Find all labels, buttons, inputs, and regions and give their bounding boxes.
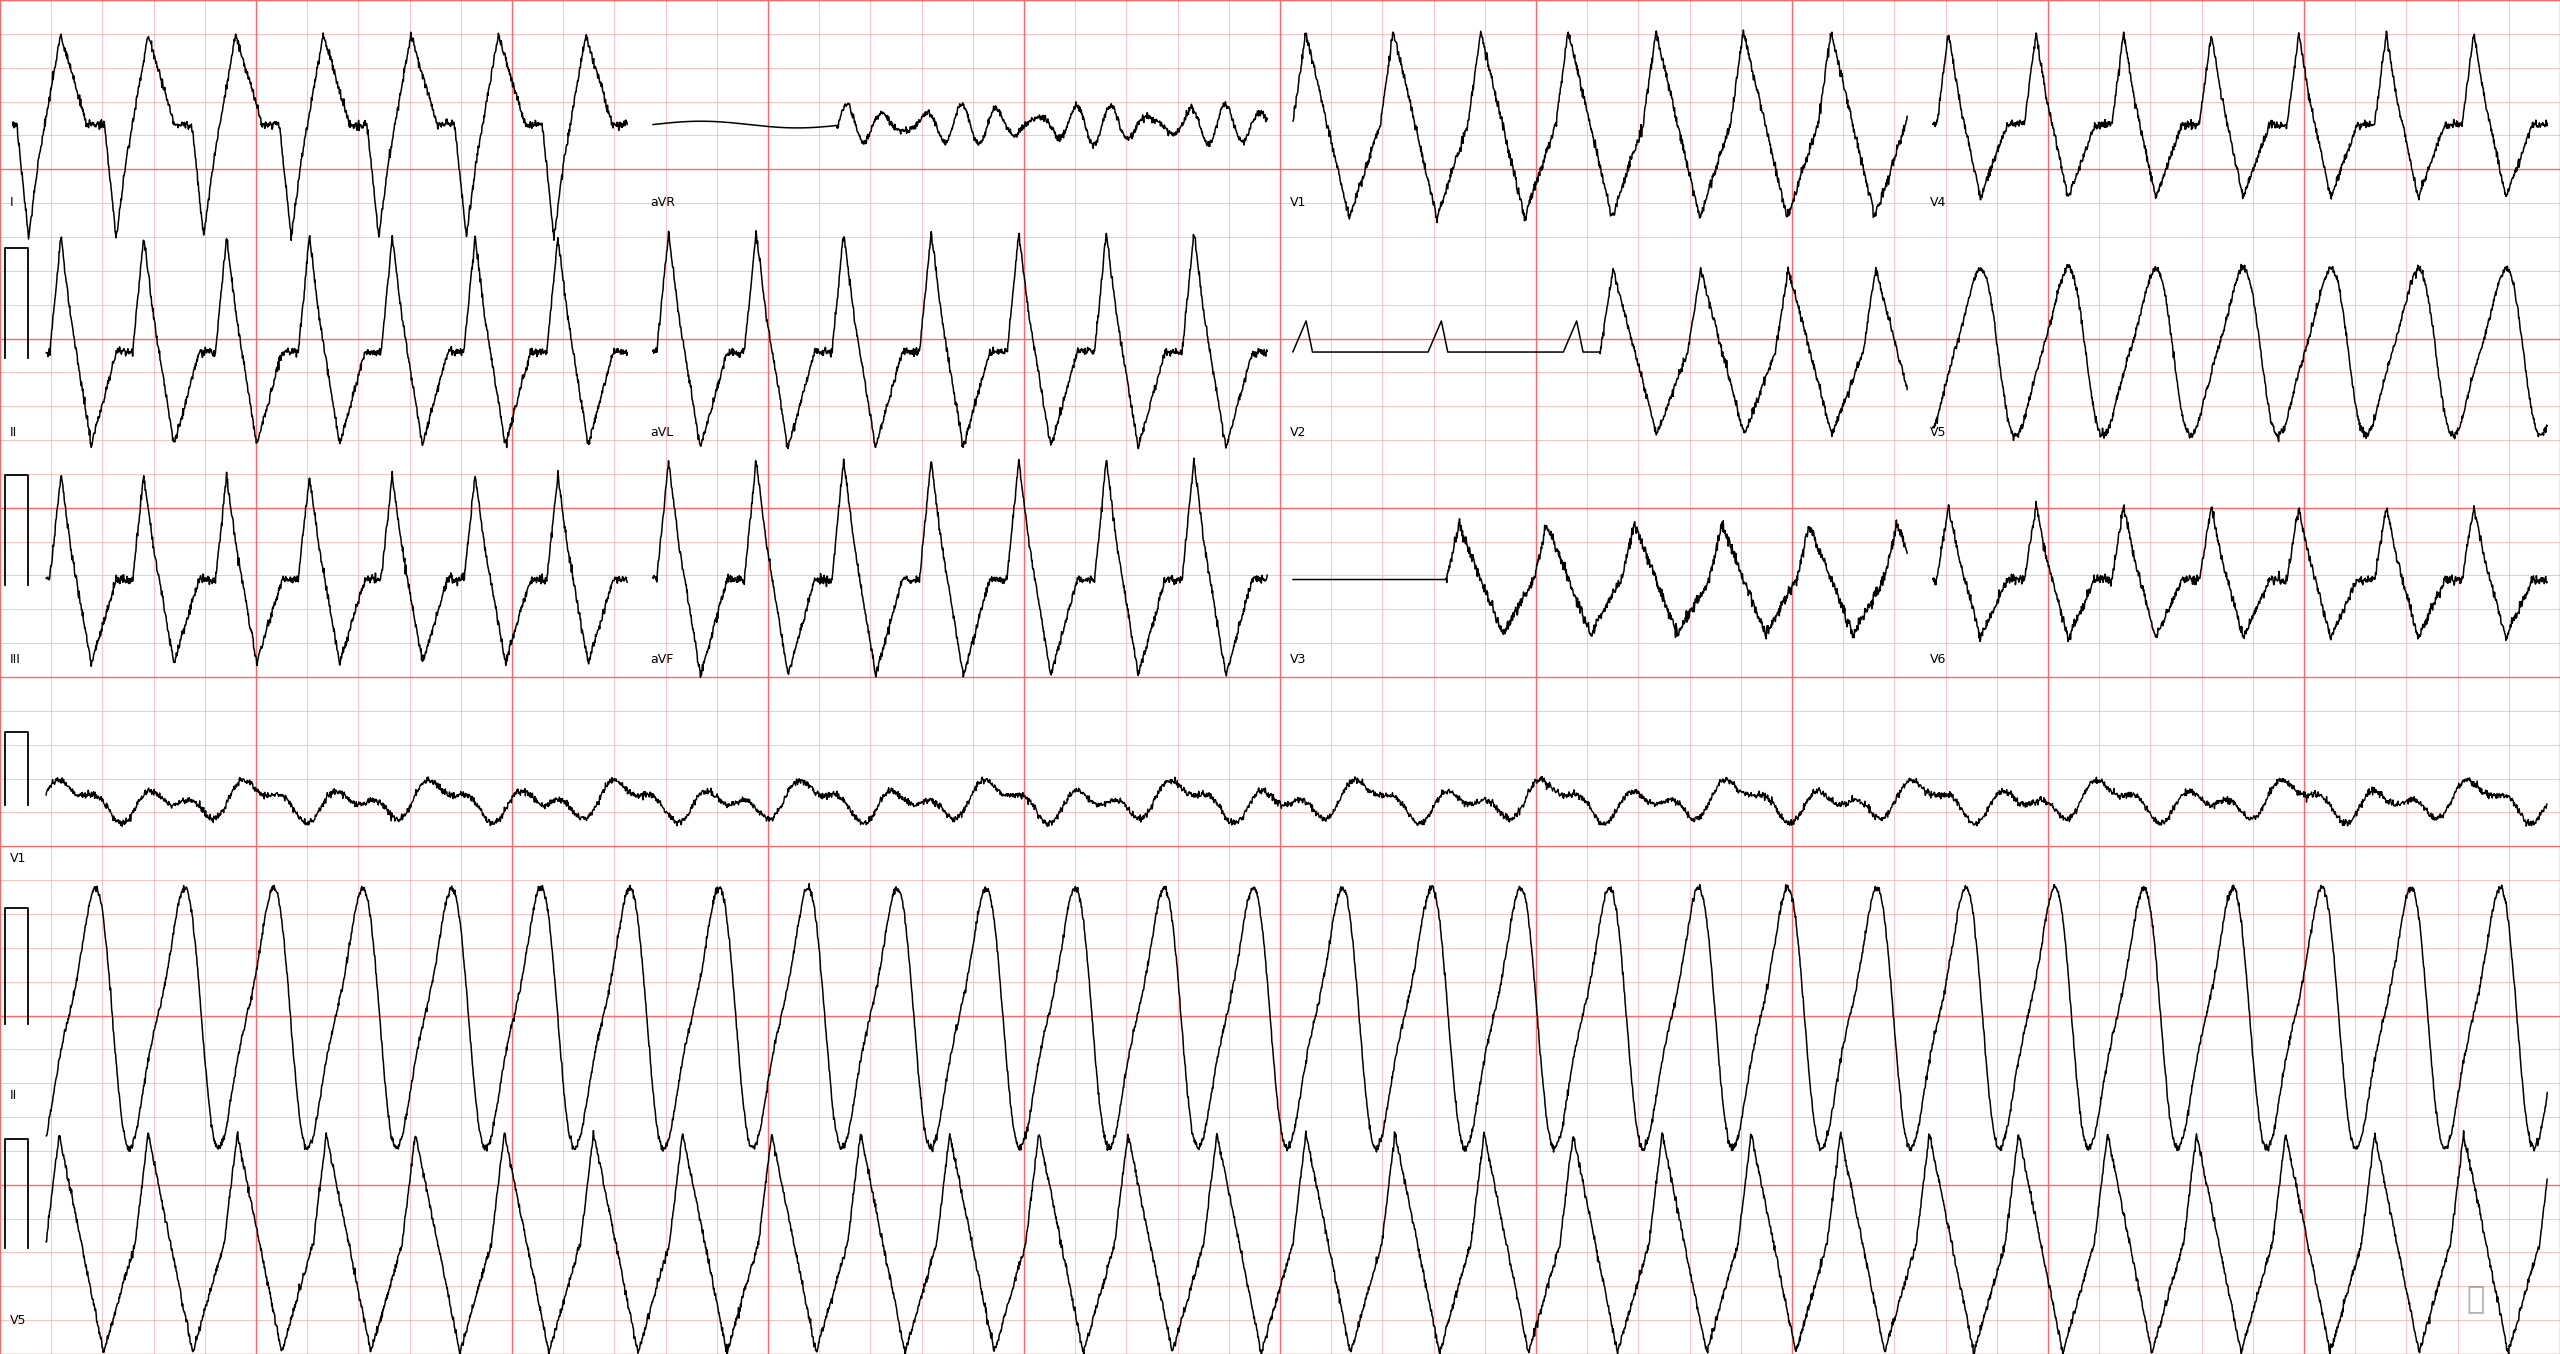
Text: V2: V2 xyxy=(1290,427,1306,439)
Text: 🐂: 🐂 xyxy=(2465,1285,2486,1315)
Text: aVF: aVF xyxy=(650,654,673,666)
Text: I: I xyxy=(10,196,13,209)
Text: V5: V5 xyxy=(1930,427,1946,439)
Text: V1: V1 xyxy=(1290,196,1306,209)
Text: V3: V3 xyxy=(1290,654,1306,666)
Text: aVL: aVL xyxy=(650,427,673,439)
Text: V5: V5 xyxy=(10,1315,26,1327)
Text: III: III xyxy=(10,654,20,666)
Text: V4: V4 xyxy=(1930,196,1946,209)
Text: aVR: aVR xyxy=(650,196,676,209)
Text: II: II xyxy=(10,1090,18,1102)
Text: II: II xyxy=(10,427,18,439)
Text: V6: V6 xyxy=(1930,654,1946,666)
Text: V1: V1 xyxy=(10,853,26,865)
